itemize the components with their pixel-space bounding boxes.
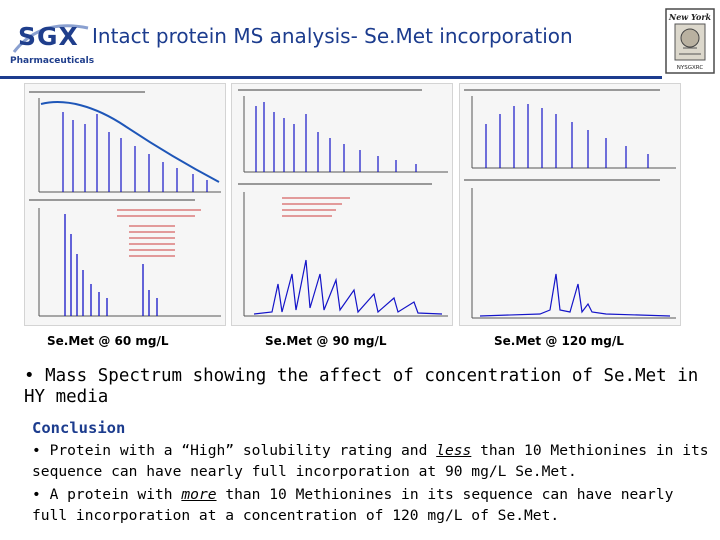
badge-top-text: New York bbox=[668, 12, 712, 22]
conclusion-bullet-2: • A protein with more than 10 Methionine… bbox=[32, 484, 712, 526]
spectrum-90-graphic bbox=[232, 84, 452, 325]
spectrum-60-graphic bbox=[25, 84, 225, 325]
caption-60: Se.Met @ 60 mg/L bbox=[47, 334, 169, 348]
nysgxrc-seal-icon: New York NYSGXRC bbox=[665, 8, 715, 74]
sgx-logo-swoosh-icon bbox=[12, 24, 89, 53]
conclusion-bullet-1: • Protein with a “High” solubility ratin… bbox=[32, 440, 712, 482]
badge-bottom-text: NYSGXRC bbox=[677, 65, 704, 71]
header-divider bbox=[0, 76, 662, 79]
nysgxrc-badge: New York NYSGXRC bbox=[665, 8, 715, 74]
bullet1-text-b: than 10 Methionines in its sequence can … bbox=[32, 442, 709, 480]
logo-mark: SGX bbox=[18, 22, 79, 51]
main-bullet: • Mass Spectrum showing the affect of co… bbox=[24, 366, 699, 407]
caption-120: Se.Met @ 120 mg/L bbox=[494, 334, 624, 348]
spectrum-120-panel bbox=[459, 83, 681, 326]
conclusion-heading: Conclusion bbox=[32, 419, 126, 437]
bullet1-text-a: • Protein with a “High” solubility ratin… bbox=[32, 442, 437, 459]
page-title: Intact protein MS analysis- Se.Met incor… bbox=[92, 24, 573, 48]
caption-90: Se.Met @ 90 mg/L bbox=[265, 334, 387, 348]
spectrum-60-panel bbox=[24, 83, 226, 326]
bullet2-text-a: • A protein with bbox=[32, 486, 182, 503]
logo-subtitle: Pharmaceuticals bbox=[10, 56, 95, 66]
bullet2-emphasis: more bbox=[181, 486, 217, 503]
bullet1-emphasis: less bbox=[436, 442, 472, 459]
bullet2-text-b: than 10 Methionines in its sequence can … bbox=[32, 486, 674, 524]
sgx-logo: SGX Pharmaceuticals bbox=[10, 22, 95, 72]
spectrum-90-panel bbox=[231, 83, 453, 326]
spectrum-120-graphic bbox=[460, 84, 680, 325]
